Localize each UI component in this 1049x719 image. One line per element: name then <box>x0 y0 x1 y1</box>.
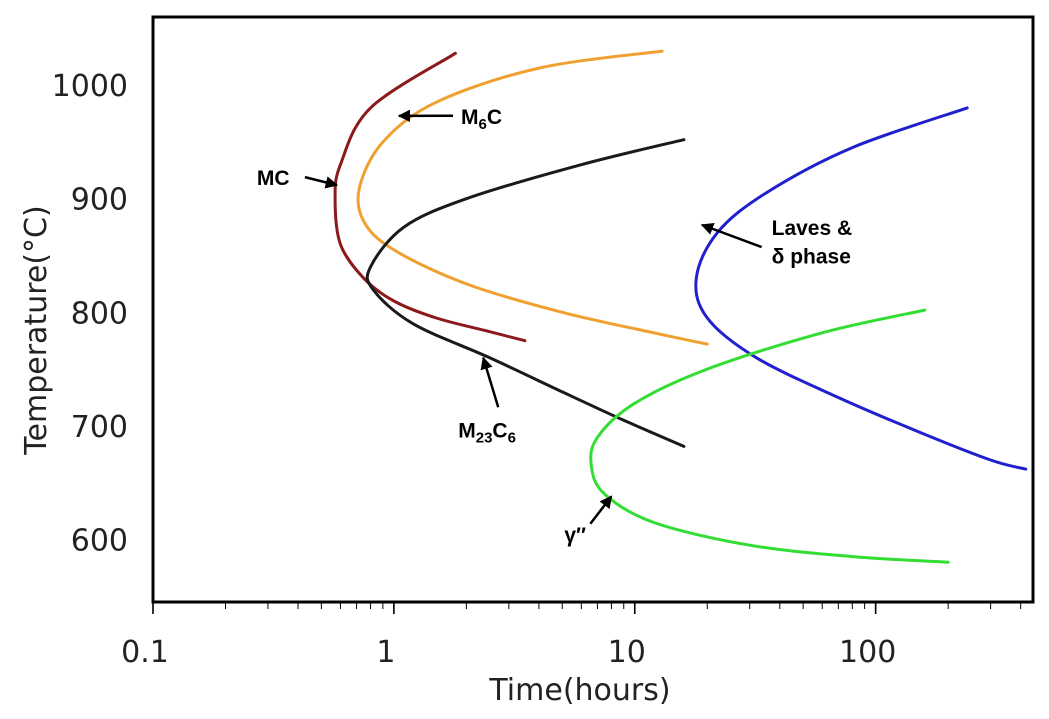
annotation-label: Laves & <box>772 217 853 240</box>
annotation-label: γ′′ <box>564 524 586 547</box>
x-tick-label: 100 <box>839 635 896 670</box>
y-tick-label: 800 <box>71 296 128 331</box>
annotation-label: M6C <box>461 106 502 133</box>
annotation-arrow <box>480 356 500 408</box>
annotations: MC M6C M23C6 Laves & δ phase γ′′ <box>257 106 852 547</box>
y-tick-label: 600 <box>71 524 128 559</box>
curve-series-2 <box>365 138 686 448</box>
x-tick-label: 0.1 <box>121 635 169 670</box>
annotation-arrow <box>304 175 339 189</box>
annotation-arrow <box>700 222 763 249</box>
curve-series-1 <box>356 49 709 346</box>
x-tick-label: 10 <box>608 635 646 670</box>
x-axis-title: Time(hours) <box>488 673 670 708</box>
plot-frame <box>151 15 1035 604</box>
curve-series-0 <box>333 51 527 343</box>
y-axis: 600 700 800 900 1000 <box>52 69 128 558</box>
x-axis: 0.1 1 10 100 <box>121 602 1022 670</box>
curves <box>333 49 1028 564</box>
annotation-label: M23C6 <box>458 419 516 446</box>
y-tick-label: 1000 <box>52 69 128 104</box>
y-axis-title: Temperature(°C) <box>19 205 54 455</box>
x-tick-label: 1 <box>376 635 395 670</box>
curve-series-4 <box>589 308 950 564</box>
curve-series-3 <box>694 106 1028 471</box>
annotation-arrow <box>589 495 613 525</box>
annotation-label: MC <box>257 167 290 190</box>
annotation-label: δ phase <box>772 245 851 268</box>
y-tick-label: 900 <box>71 183 128 218</box>
y-tick-label: 700 <box>71 410 128 445</box>
